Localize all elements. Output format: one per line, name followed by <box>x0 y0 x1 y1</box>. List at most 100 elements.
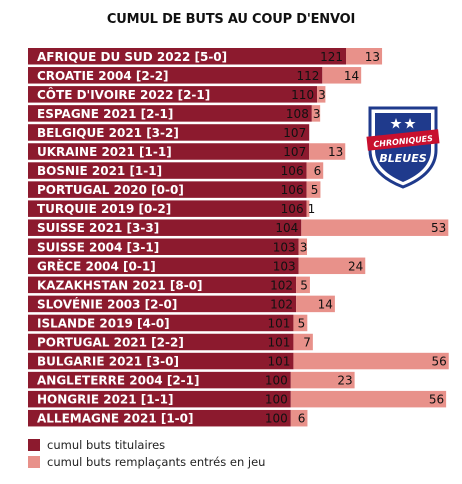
bar-substitutes <box>293 333 313 351</box>
bar-substitutes <box>306 181 321 198</box>
value-label-starters: 100 <box>265 412 288 426</box>
bar-starters <box>28 333 294 351</box>
bar-starters <box>28 143 310 160</box>
chart-title: CUMUL DE BUTS AU COUP D'ENVOI <box>106 12 356 27</box>
bar-starters <box>28 257 299 275</box>
value-label-substitutes: 56 <box>429 393 444 407</box>
bar-starters <box>28 162 307 179</box>
bar-category-label: AFRIQUE DU SUD 2022 [5-0] <box>37 50 227 64</box>
value-label-starters: 100 <box>265 374 288 388</box>
bar-category-label: PORTUGAL 2020 [0-0] <box>37 183 184 197</box>
value-label-substitutes: 14 <box>318 297 333 311</box>
value-label-substitutes: 53 <box>431 221 446 235</box>
value-label-substitutes: 3 <box>300 240 308 254</box>
badge-line2: BLEUES <box>379 152 426 165</box>
bar-substitutes <box>293 314 308 332</box>
legend-label-starters: cumul buts titulaires <box>47 438 166 452</box>
legend-swatch-starters <box>28 439 40 451</box>
value-label-starters: 106 <box>281 164 304 178</box>
bar-starters <box>28 200 307 217</box>
value-label-substitutes: 5 <box>298 316 306 330</box>
value-label-starters: 106 <box>281 202 304 216</box>
value-label-substitutes: 23 <box>337 374 352 388</box>
legend-swatch-substitutes <box>28 456 40 468</box>
value-label-starters: 103 <box>273 259 296 273</box>
value-label-starters: 104 <box>275 221 298 235</box>
legend-item-substitutes: cumul buts remplaçants entrés en jeu <box>28 455 265 469</box>
bar-starters <box>28 238 299 255</box>
bar-substitutes <box>346 48 383 65</box>
legend-item-starters: cumul buts titulaires <box>28 438 165 452</box>
value-label-substitutes: 7 <box>303 336 311 350</box>
bar-starters <box>28 67 323 84</box>
value-label-starters: 102 <box>270 278 293 292</box>
bar-category-label: CROATIE 2004 [2-2] <box>37 69 169 83</box>
value-label-substitutes: 5 <box>311 183 319 197</box>
bar-category-label: UKRAINE 2021 [1-1] <box>37 145 172 159</box>
value-label-starters: 108 <box>286 107 309 121</box>
bar-substitutes <box>296 295 335 313</box>
bar-category-label: BELGIQUE 2021 [3-2] <box>37 126 179 140</box>
bar-category-label: PORTUGAL 2021 [2-2] <box>37 336 184 350</box>
bar-category-label: SLOVÉNIE 2003 [2-0] <box>37 296 177 311</box>
value-label-substitutes: 1 <box>308 202 316 216</box>
shield-logo-icon: CHRONIQUES BLEUES <box>366 106 440 189</box>
bar-starters <box>28 314 294 332</box>
value-label-starters: 101 <box>268 316 291 330</box>
value-label-starters: 106 <box>281 183 304 197</box>
value-label-substitutes: 13 <box>328 145 343 159</box>
bar-category-label: ESPAGNE 2021 [2-1] <box>37 107 173 121</box>
legend-label-substitutes: cumul buts remplaçants entrés en jeu <box>47 455 266 469</box>
value-label-substitutes: 3 <box>318 88 326 102</box>
bar-category-label: KAZAKHSTAN 2021 [8-0] <box>37 278 203 292</box>
shield-fill <box>375 113 431 182</box>
bar-starters <box>28 105 312 122</box>
value-label-substitutes: 14 <box>344 69 359 83</box>
bar-category-label: TURQUIE 2019 [0-2] <box>37 202 171 216</box>
bar-category-label: SUISSE 2004 [3-1] <box>37 240 159 254</box>
bar-substitutes <box>306 200 310 217</box>
chroniques-bleues-badge: CHRONIQUES BLEUES <box>366 104 440 194</box>
bar-substitutes <box>296 276 310 294</box>
star-icon <box>404 118 416 129</box>
bar-substitutes <box>306 162 324 179</box>
bar-substitutes <box>317 86 326 103</box>
value-label-starters: 107 <box>283 145 306 159</box>
bar-starters <box>28 48 346 65</box>
bar-starters <box>28 295 297 313</box>
bar-substitutes <box>290 390 447 408</box>
bar-starters <box>28 219 302 236</box>
bar-category-label: ISLANDE 2019 [4-0] <box>37 316 170 330</box>
bar-substitutes <box>311 105 321 122</box>
bar-category-label: BULGARIE 2021 [3-0] <box>37 355 179 369</box>
bar-starters <box>28 409 291 427</box>
value-label-starters: 112 <box>296 69 319 83</box>
bar-starters <box>28 390 291 408</box>
value-label-substitutes: 13 <box>365 50 380 64</box>
bar-substitutes <box>298 257 366 275</box>
value-label-starters: 102 <box>270 297 293 311</box>
bar-category-label: ALLEMAGNE 2021 [1-0] <box>37 412 194 426</box>
value-label-starters: 101 <box>268 336 291 350</box>
value-label-starters: 107 <box>283 126 306 140</box>
star-icon <box>390 118 402 129</box>
bar-starters <box>28 276 297 294</box>
bar-category-label: ANGLETERRE 2004 [2-1] <box>37 374 200 388</box>
bar-starters <box>28 181 307 198</box>
value-label-substitutes: 3 <box>313 107 321 121</box>
bar-category-label: HONGRIE 2021 [1-1] <box>37 393 173 407</box>
bar-substitutes <box>322 67 362 84</box>
value-label-substitutes: 6 <box>314 164 322 178</box>
value-label-starters: 103 <box>273 240 296 254</box>
value-label-starters: 101 <box>268 355 291 369</box>
bar-substitutes <box>301 219 449 236</box>
bar-category-label: CÔTE D'IVOIRE 2022 [2-1] <box>37 87 210 102</box>
bar-category-label: SUISSE 2021 [3-3] <box>37 221 159 235</box>
badge-banner <box>366 129 440 151</box>
bar-starters <box>28 124 310 141</box>
value-label-substitutes: 24 <box>348 259 363 273</box>
value-label-starters: 110 <box>291 88 314 102</box>
value-label-substitutes: 6 <box>298 412 306 426</box>
bar-starters <box>28 352 294 370</box>
